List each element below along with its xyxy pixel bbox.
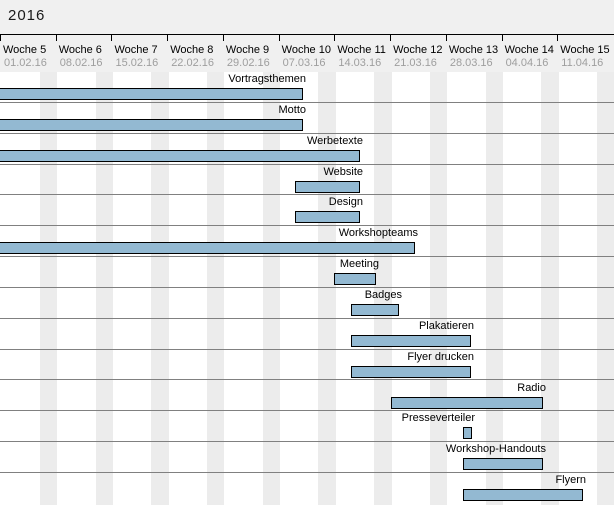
task-label: Motto xyxy=(278,103,306,116)
task-row: Vortragsthemen xyxy=(0,72,614,103)
timeline-header: Woche 5 01.02.16 Woche 6 08.02.16 Woche … xyxy=(0,35,614,72)
week-tick-mark xyxy=(111,35,113,41)
week-start-date: 01.02.16 xyxy=(4,57,47,69)
task-bar[interactable] xyxy=(351,303,399,316)
week-start-date: 21.03.16 xyxy=(394,57,437,69)
task-row: Flyern xyxy=(0,473,614,504)
task-label: Workshop-Handouts xyxy=(445,443,546,456)
task-row: Radio xyxy=(0,381,614,412)
task-label: Flyer drucken xyxy=(407,350,474,363)
week-start-date: 04.04.16 xyxy=(505,57,549,69)
task-row: Flyer drucken xyxy=(0,350,614,381)
week-start-date: 29.02.16 xyxy=(226,57,270,69)
task-bar[interactable] xyxy=(351,365,471,378)
task-label: Meeting xyxy=(339,258,379,271)
weekend-stripe xyxy=(206,72,225,505)
week-label: Woche 13 xyxy=(448,44,499,56)
task-label: Flyern xyxy=(555,474,586,487)
week-label: Woche 5 xyxy=(3,44,47,56)
task-row: Workshop-Handouts xyxy=(0,442,614,474)
weekend-stripe xyxy=(374,72,392,505)
task-bar[interactable] xyxy=(463,458,543,471)
task-row: Plakatieren xyxy=(0,319,614,350)
weekend-stripe xyxy=(597,72,614,505)
week-label: Woche 6 xyxy=(58,44,102,56)
week-start-date: 22.02.16 xyxy=(171,57,215,69)
week-tick-mark xyxy=(278,35,280,41)
week-tick-mark xyxy=(390,35,392,41)
week-label: Woche 14 xyxy=(504,44,554,56)
week-start-date: 11.04.16 xyxy=(561,57,604,69)
week-tick-mark xyxy=(0,35,1,41)
task-label: Radio xyxy=(517,381,546,394)
task-bar[interactable] xyxy=(295,211,360,224)
week-start-date: 08.02.16 xyxy=(59,57,103,69)
task-bar[interactable] xyxy=(463,489,583,502)
week-label: Woche 7 xyxy=(114,44,158,56)
week-tick-mark xyxy=(55,35,57,41)
task-label: Workshopteams xyxy=(338,227,418,240)
task-label: Vortragsthemen xyxy=(228,73,306,85)
task-label: Website xyxy=(323,165,363,178)
week-tick-mark xyxy=(334,35,336,41)
task-bar[interactable] xyxy=(391,396,543,409)
week-label: Woche 12 xyxy=(393,44,443,56)
weekend-stripe xyxy=(95,72,114,505)
weekend-stripe xyxy=(39,72,58,505)
task-label: Presseverteiler xyxy=(401,412,475,425)
week-label: Woche 15 xyxy=(560,44,610,56)
weekend-stripe xyxy=(262,72,281,505)
week-label: Woche 10 xyxy=(281,44,331,56)
task-row: Workshopteams xyxy=(0,226,614,258)
task-bar[interactable] xyxy=(295,180,360,193)
week-tick-mark xyxy=(167,35,169,41)
task-row: Meeting xyxy=(0,257,614,288)
task-row: Motto xyxy=(0,103,614,134)
task-row: Werbetexte xyxy=(0,134,614,165)
task-label: Design xyxy=(328,196,363,209)
weekend-stripe xyxy=(151,72,169,505)
week-start-date: 15.02.16 xyxy=(115,57,159,69)
chart-title: 2016 xyxy=(8,7,46,24)
task-row: Website xyxy=(0,165,614,196)
week-label: Woche 8 xyxy=(170,44,214,56)
week-tick-mark xyxy=(222,35,224,41)
week-tick-mark xyxy=(445,35,447,41)
task-bar[interactable] xyxy=(0,88,303,100)
task-label: Badges xyxy=(364,288,402,301)
task-row: Design xyxy=(0,195,614,227)
week-label: Woche 9 xyxy=(225,44,270,56)
task-bar[interactable] xyxy=(0,242,415,255)
task-row: Presseverteiler xyxy=(0,411,614,443)
task-label: Plakatieren xyxy=(418,319,474,332)
week-label: Woche 11 xyxy=(337,44,386,56)
weekend-stripe xyxy=(318,72,336,505)
week-tick-mark xyxy=(501,35,503,41)
week-start-date: 28.03.16 xyxy=(449,57,493,69)
chart-body: Vortragsthemen Motto Werbetexte Website … xyxy=(0,72,614,505)
week-tick-mark xyxy=(557,35,559,41)
task-label: Werbetexte xyxy=(306,134,363,147)
week-start-date: 07.03.16 xyxy=(282,57,326,69)
task-bar[interactable] xyxy=(0,118,303,131)
task-row: Badges xyxy=(0,288,614,319)
task-bar[interactable] xyxy=(463,427,472,440)
task-bar[interactable] xyxy=(334,273,376,286)
weekend-stripe xyxy=(541,72,559,505)
task-bar[interactable] xyxy=(351,334,471,347)
title-band: 2016 xyxy=(0,0,614,35)
task-bar[interactable] xyxy=(0,149,360,162)
week-start-date: 14.03.16 xyxy=(338,57,382,69)
